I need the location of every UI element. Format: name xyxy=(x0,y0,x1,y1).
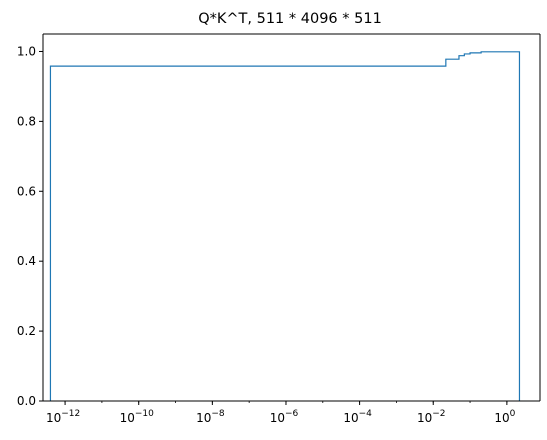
x-tick-label: 10−10 xyxy=(120,409,155,425)
x-tick-label: 10−4 xyxy=(343,409,372,425)
x-tick-label: 10−6 xyxy=(270,409,299,425)
y-tick-label: 0.2 xyxy=(17,324,36,338)
x-tick-label: 10−2 xyxy=(417,409,446,425)
plot-area xyxy=(49,51,521,401)
x-tick-label: 10−12 xyxy=(46,409,80,425)
x-tick-label: 100 xyxy=(494,409,515,425)
x-tick-label: 10−8 xyxy=(196,409,225,425)
series-line-0 xyxy=(49,51,521,401)
y-tick-label: 0.0 xyxy=(17,394,36,408)
y-tick-label: 0.4 xyxy=(17,254,36,268)
y-tick-label: 0.6 xyxy=(17,184,36,198)
y-tick-label: 1.0 xyxy=(17,44,36,58)
axes: 0.0 0.2 0.4 0.6 0.8 1.0 10−12 10−10 10−8 10−6 10−4… xyxy=(17,33,541,425)
chart-title: Q*K^T, 511 * 4096 * 511 xyxy=(198,11,382,27)
y-tick-label: 0.8 xyxy=(17,114,36,128)
